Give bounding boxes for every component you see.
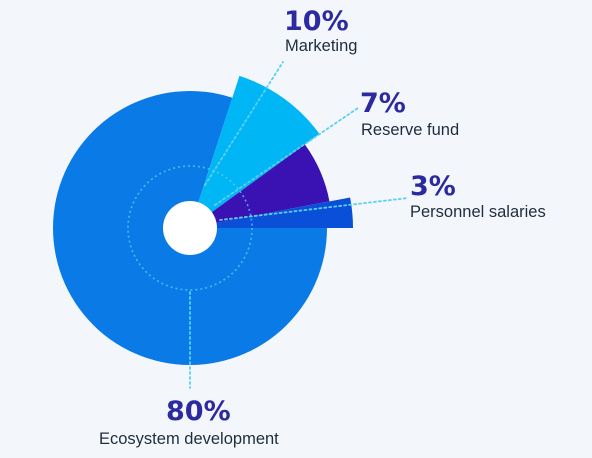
leader-line-marketing xyxy=(204,61,284,186)
pie-slice-marketing xyxy=(190,75,320,228)
leader-line-personnel-salaries xyxy=(219,197,409,221)
pie-slice-personnel-salaries xyxy=(190,197,353,228)
slice-label-reserve-fund: Reserve fund xyxy=(361,121,460,139)
inner-dotted-ring xyxy=(127,165,253,291)
slice-percent-personnel-salaries: 3% xyxy=(410,171,456,202)
slice-percent-marketing: 10% xyxy=(284,6,349,37)
slice-label-ecosystem-development: Ecosystem development xyxy=(99,430,279,448)
pie-center-hole xyxy=(163,201,217,255)
slice-label-personnel-salaries: Personnel salaries xyxy=(410,203,546,221)
pie-slice-reserve-fund xyxy=(190,144,330,228)
leader-line-reserve-fund xyxy=(214,107,359,206)
slice-percent-reserve-fund: 7% xyxy=(360,88,406,119)
slice-percent-ecosystem-development: 80% xyxy=(166,396,231,427)
slice-label-marketing: Marketing xyxy=(285,37,358,55)
